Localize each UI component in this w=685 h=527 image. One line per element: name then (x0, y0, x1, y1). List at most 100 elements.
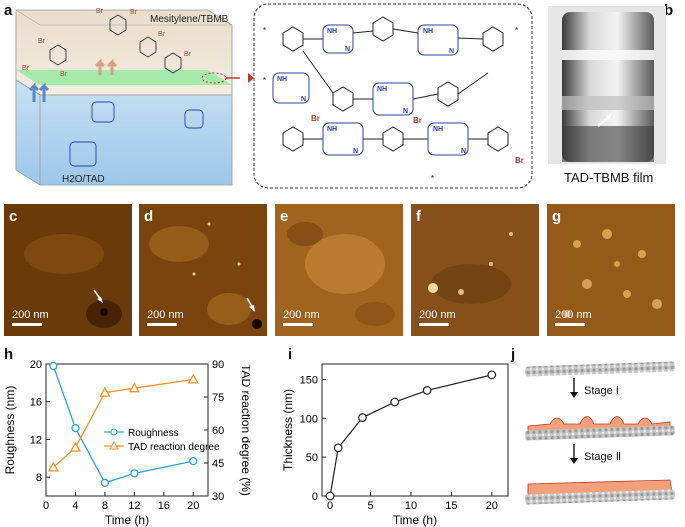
y-tick-label: 0 (312, 491, 318, 503)
br-label: Br (311, 114, 320, 123)
n-label: N (449, 48, 454, 55)
x-tick-label: 20 (187, 500, 199, 512)
br-label: Br (22, 65, 30, 72)
y2-tick-label: 45 (212, 458, 224, 470)
data-point (128, 382, 140, 393)
data-point (71, 423, 80, 433)
legend-label: TAD reaction degree (128, 442, 220, 453)
diffusion-arrows-icon (28, 58, 118, 102)
panel-label-a: a (4, 2, 13, 19)
data-point (100, 478, 110, 487)
end-group-star: * (431, 174, 434, 183)
scale-bar (555, 323, 585, 326)
y2-tick-label: 60 (212, 425, 224, 437)
legend-marker (110, 428, 118, 436)
x-tick-label: 0 (327, 500, 333, 512)
scale-bar (147, 323, 177, 326)
br-label: Br (38, 38, 46, 45)
data-point (422, 386, 432, 395)
zoom-arrow-icon (238, 73, 254, 83)
data-point (99, 386, 111, 397)
br-label: Br (515, 156, 524, 165)
film-caption: TAD-TBMB film (564, 170, 654, 185)
tad-molecules-icon (69, 101, 204, 167)
afm-image-g: g 200 nm (547, 204, 675, 336)
scale-bar (283, 323, 313, 326)
x-tick-label: 15 (445, 500, 457, 512)
nh-label: NH (423, 28, 433, 35)
legend-label: Roughness (128, 428, 179, 439)
data-point (69, 441, 82, 452)
polymer-structure-diagram: NH NH NH NH NH NH N N N N N N Br Br Br *… (253, 3, 533, 189)
br-label: Br (184, 51, 192, 58)
br-label: Br (60, 71, 68, 78)
nh-label: NH (377, 86, 387, 93)
br-label: Br (96, 8, 104, 15)
y-axis-label: Roughness (nm) (3, 386, 17, 475)
panel-label-i: i (288, 346, 293, 363)
nh-label: NH (327, 28, 337, 35)
series-line (329, 374, 492, 497)
y-tick-label: 16 (30, 397, 42, 409)
legend-marker (109, 440, 119, 450)
down-arrow-icon (570, 392, 578, 398)
br-label: Br (413, 116, 422, 125)
data-point (487, 370, 497, 380)
stage-1-label: Stage Ⅰ (584, 385, 619, 397)
afm-label: f (416, 208, 421, 225)
x-tick-label: 16 (158, 500, 170, 512)
x-tick-label: 20 (486, 500, 498, 512)
data-point (325, 491, 335, 501)
scale-bar-label: 200 nm (555, 309, 592, 321)
y2-tick-label: 75 (212, 392, 224, 404)
y-axis-label: Thickness (nm) (281, 389, 295, 471)
y-tick-label: 150 (300, 375, 318, 387)
data-point (333, 443, 343, 453)
x-tick-label: 4 (72, 500, 78, 512)
x-axis-label: Time (h) (393, 513, 437, 527)
scale-bar-label: 200 nm (419, 309, 456, 321)
end-group-star: * (263, 26, 266, 35)
n-label: N (301, 96, 306, 103)
y-tick-label: 100 (300, 413, 318, 425)
x-tick-label: 5 (367, 500, 373, 512)
nh-label: NH (327, 126, 337, 133)
data-point (130, 469, 139, 478)
afm-image-e: e 200 nm (275, 204, 403, 336)
interface-schematic: Br Br Br Br Br Br Br Mesitylene/TBMB H2O… (15, 8, 240, 186)
y-tick-label: 20 (30, 359, 42, 371)
data-point (187, 373, 199, 384)
nh-label: NH (277, 76, 287, 83)
film-photo (548, 6, 666, 164)
scale-bar (419, 323, 449, 326)
nh-label: NH (433, 126, 443, 133)
afm-label: d (144, 208, 154, 225)
scale-bar-label: 200 nm (12, 309, 49, 321)
top-phase-label: Mesitylene/TBMB (150, 14, 229, 25)
down-arrow-icon (570, 458, 578, 464)
x-tick-label: 10 (405, 500, 417, 512)
y-tick-label: 8 (36, 472, 42, 484)
panel-label-b: b (664, 2, 674, 19)
bottom-phase-label: H2O/TAD (62, 174, 105, 185)
br-label: Br (158, 31, 166, 38)
data-point (390, 397, 400, 407)
x-tick-label: 8 (102, 500, 108, 512)
br-label: Br (130, 9, 138, 16)
growth-mechanism-diagram: Stage Ⅰ Stage Ⅱ (524, 361, 676, 505)
y-tick-label: 12 (30, 434, 42, 446)
scale-bar-label: 200 nm (283, 309, 320, 321)
stage-2-label: Stage Ⅱ (584, 451, 621, 463)
tbmb-molecules-icon (49, 14, 182, 74)
panel-label-j: j (511, 346, 516, 363)
scale-bar-label: 200 nm (147, 309, 184, 321)
data-point (189, 456, 198, 466)
thickness-chart: 0 5 10 15 20 0 50 100 150 Time (h) Thickness (nm) (281, 363, 509, 527)
x-tick-label: 12 (128, 500, 140, 512)
n-label: N (345, 46, 350, 53)
afm-image-f: f 200 nm (411, 204, 539, 336)
end-group-star: * (263, 76, 266, 85)
y-tick-label: 50 (306, 452, 318, 464)
scale-bar (12, 323, 42, 326)
x-tick-label: 0 (43, 500, 49, 512)
